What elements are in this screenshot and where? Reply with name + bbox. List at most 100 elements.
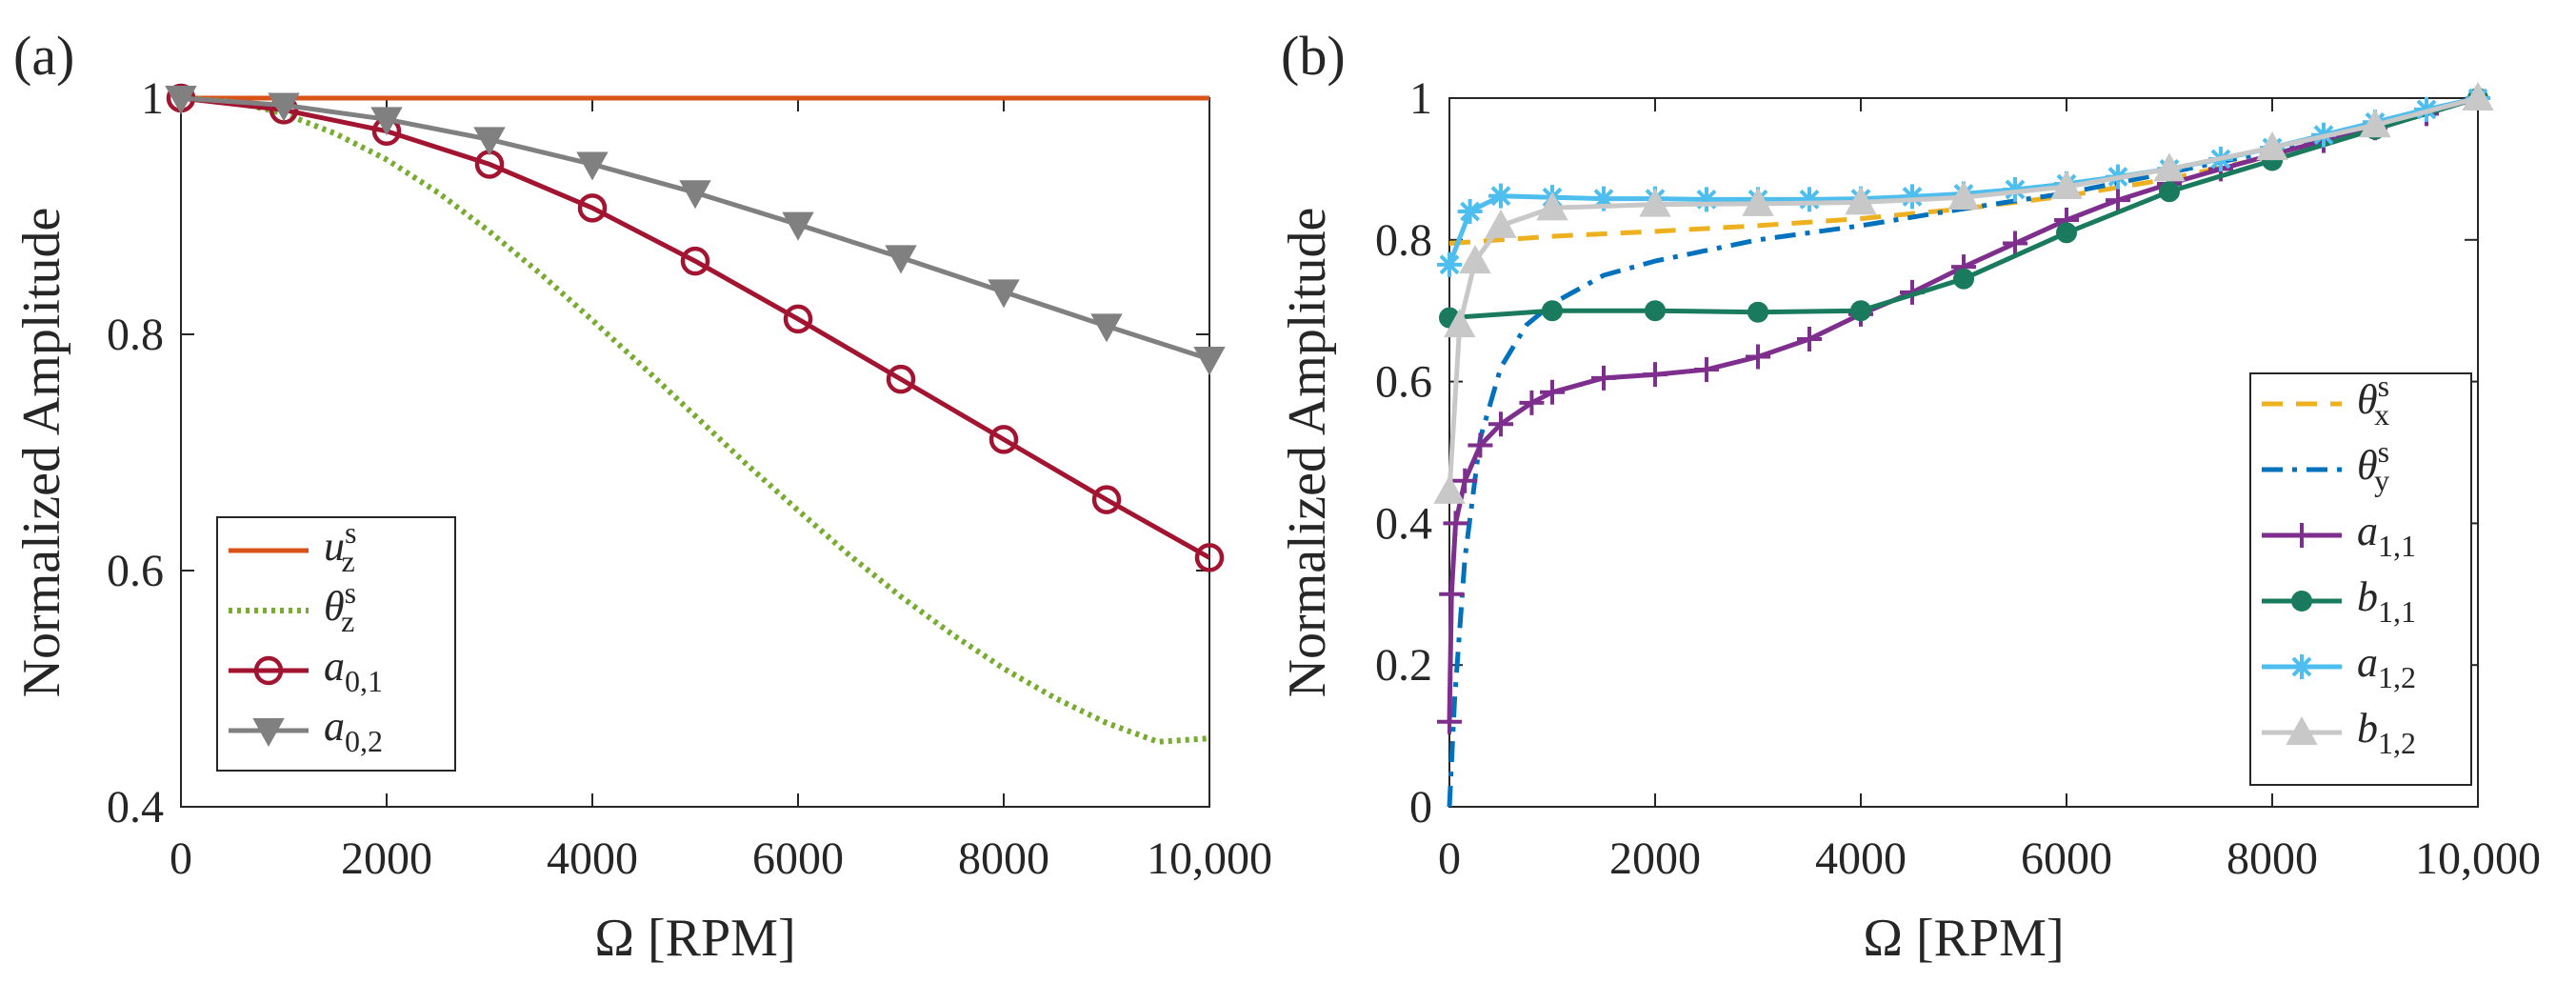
legend-marker-sample <box>2289 523 2314 548</box>
panel-a-legend-label-sup: s <box>345 575 356 610</box>
data-point-marker <box>1452 468 1478 493</box>
data-point-marker <box>165 86 197 115</box>
panel-b-legend-label-main: a <box>2357 639 2378 686</box>
panel-a-legend-label-main: a <box>324 643 345 690</box>
data-point-marker <box>1645 300 1666 322</box>
panel-a-ytick-label: 1 <box>141 73 164 124</box>
data-point-marker <box>1193 347 1226 376</box>
data-point-marker <box>2359 109 2391 138</box>
data-point-marker <box>1437 251 1462 277</box>
panel-b-ytick-label: 0.8 <box>1375 215 1432 266</box>
panel-a-xtick-label: 10,000 <box>1147 833 1272 884</box>
panel-a-legend-label-sub: 0,2 <box>345 724 383 758</box>
panel-a-chart: (a) 0 2000 4000 6000 8000 10,000 0.4 0.6 0.8 1 Ω [… <box>12 25 1272 968</box>
panel-a-legend-label-text: θs z <box>324 575 356 638</box>
panel-a-x-axis-label: Ω [RPM] <box>594 909 795 968</box>
data-point-marker <box>988 425 1019 454</box>
data-point-marker <box>1437 709 1462 734</box>
data-point-marker <box>2106 188 2130 213</box>
panel-b-axes-box <box>1448 97 2479 808</box>
data-point-marker <box>1536 191 1568 221</box>
panel-a-legend-label-main: θ <box>324 583 345 630</box>
panel-a-xtick-label: 2000 <box>341 833 432 884</box>
panel-b-legend-label-sub: 1,2 <box>2378 660 2416 694</box>
data-point-marker <box>2256 131 2288 161</box>
data-point-marker <box>268 92 300 122</box>
panel-b-legend-label-text: b1,2 <box>2357 705 2416 760</box>
panel-b-legend-item: θs y <box>2262 434 2389 497</box>
data-point-marker <box>1845 186 1877 215</box>
panel-b-legend-label-sub: 1,2 <box>2378 726 2416 760</box>
data-point-marker <box>1742 187 1774 216</box>
panel-b-legend-label-sup: s <box>2378 434 2389 469</box>
panel-b-legend-item: b1,1 <box>2262 573 2416 629</box>
data-point-marker <box>1459 245 1491 274</box>
panel-a-series-a-0-1 <box>166 83 1225 572</box>
data-point-marker <box>473 127 506 156</box>
data-point-marker <box>2153 152 2186 182</box>
data-point-marker <box>886 364 916 394</box>
data-point-marker <box>1639 188 1671 217</box>
panel-a-legend-item: us z <box>229 515 356 578</box>
data-point-marker <box>576 151 609 181</box>
panel-b-legend-item: b1,2 <box>2262 705 2416 760</box>
data-point-marker <box>679 180 711 210</box>
panel-b-legend-label-main: a <box>2357 508 2378 554</box>
panel-b-ytick-label: 0.4 <box>1375 498 1432 549</box>
legend-marker-sample <box>2289 654 2314 679</box>
panel-b-legend-item: a1,1 <box>2262 508 2416 563</box>
panel-b-legend-label-main: θ <box>2357 376 2378 423</box>
legend-marker-sample <box>252 718 285 748</box>
panel-b-ytick-label: 0 <box>1409 782 1432 833</box>
panel-b-series-θ-x <box>1448 95 2479 246</box>
panel-a-ytick-label: 0.4 <box>107 782 164 833</box>
data-point-marker <box>2050 170 2083 199</box>
panel-a-xtick-label: 6000 <box>752 833 844 884</box>
legend-marker-sample <box>2291 591 2312 612</box>
panel-b-legend-label-sub: y <box>2374 463 2389 497</box>
data-point-marker <box>1443 511 1468 536</box>
data-point-marker <box>1747 301 1768 323</box>
data-point-marker <box>988 279 1020 309</box>
data-point-marker <box>1439 581 1465 607</box>
data-point-marker <box>1900 184 1925 210</box>
data-point-marker <box>2003 176 2027 202</box>
data-point-marker <box>885 245 917 274</box>
panel-a-xtick-label: 0 <box>170 833 192 884</box>
data-point-marker <box>2159 181 2180 203</box>
panel-b-legend-label-sub: 1,1 <box>2378 594 2416 629</box>
panel-b-legend-label-main: b <box>2357 705 2378 752</box>
data-point-marker <box>1091 485 1122 514</box>
panel-b-legend-label-sub: x <box>2374 397 2389 431</box>
data-point-marker <box>2003 231 2027 256</box>
data-point-marker <box>2462 81 2494 110</box>
panel-b-series-a-1-1 <box>1437 86 2490 734</box>
series-line <box>180 95 1211 560</box>
panel-b-legend-box <box>2249 372 2472 786</box>
panel-a-legend-label-sub: z <box>341 544 354 578</box>
data-point-marker <box>680 246 710 276</box>
panel-a-legend-item: a0,2 <box>229 703 383 758</box>
panel-a-xtick-label: 4000 <box>547 833 638 884</box>
panel-a-legend: us zθs za0,1a0,2 <box>216 515 456 772</box>
data-point-marker <box>1947 181 1980 211</box>
data-point-marker <box>1194 543 1225 572</box>
panel-b-legend-label-sup: s <box>2378 369 2389 403</box>
panel-b-xtick-label: 2000 <box>1609 833 1701 884</box>
data-point-marker <box>1694 187 1719 212</box>
panel-b-xtick-label: 10,000 <box>2415 833 2541 884</box>
panel-b-xtick-label: 6000 <box>2021 833 2112 884</box>
data-point-marker <box>782 211 814 241</box>
panel-a-legend-label-sub: z <box>341 604 354 638</box>
data-point-marker <box>1488 411 1513 437</box>
data-point-marker <box>1850 300 1871 322</box>
panel-a-legend-label-text: us z <box>324 515 356 578</box>
series-line <box>180 95 1210 362</box>
data-point-marker <box>577 193 608 223</box>
panel-b-label: (b) <box>1281 25 1346 87</box>
data-point-marker <box>1444 309 1476 338</box>
panel-b-y-axis-label: Normalized Amplitude <box>1278 208 1337 698</box>
data-point-marker <box>1694 356 1719 382</box>
data-point-marker <box>1746 344 1770 370</box>
